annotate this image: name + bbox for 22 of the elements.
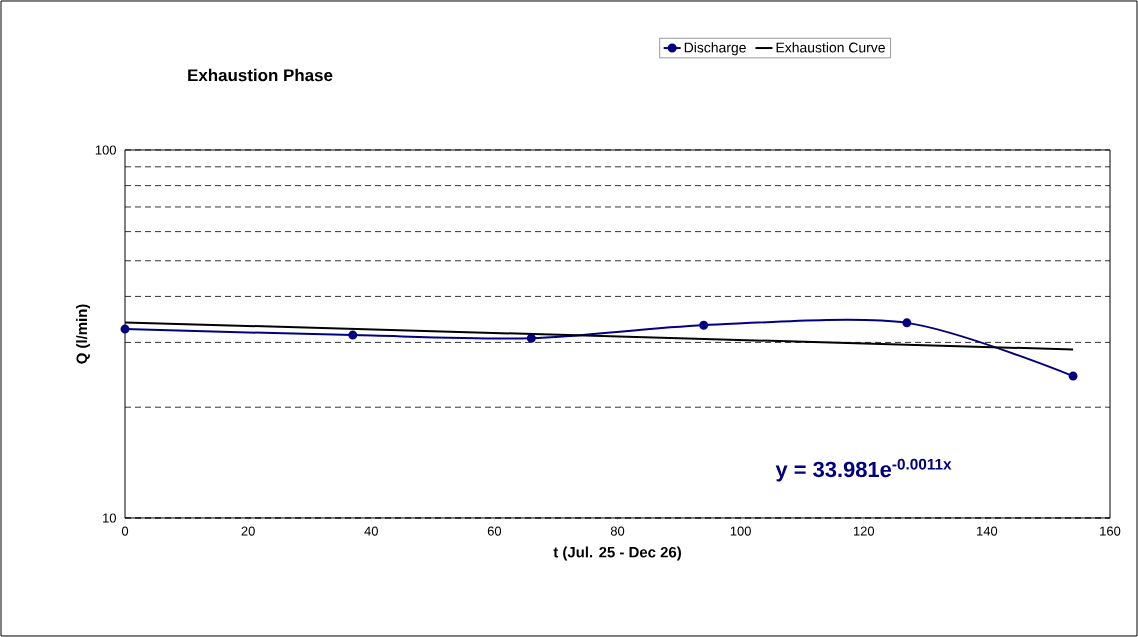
y-axis-title: Q (l/min) (76, 304, 91, 364)
x-tick-label: 0 (121, 526, 129, 536)
point (1068, 371, 1078, 381)
point (902, 318, 912, 328)
point (348, 330, 358, 340)
point (120, 324, 130, 334)
x-tick-label: 40 (364, 526, 378, 536)
x-axis-title: t (Jul. 25 - Dec 26) (553, 546, 681, 561)
x-tick-label: 120 (853, 526, 875, 536)
x-tick-label: 100 (730, 526, 751, 536)
x-tick-label: 160 (1100, 526, 1121, 536)
point (699, 320, 709, 330)
x-tick-label: 80 (610, 526, 625, 536)
legend-label: Exhaustion Curve (776, 42, 885, 53)
x-tick-label: 140 (977, 526, 998, 536)
x-tick-label: 20 (241, 526, 255, 536)
x-tick-label: 60 (487, 526, 502, 536)
annotation: y = 33.981e$^{-0.0011x}$ (775, 458, 952, 482)
y-tick-label: 10 (103, 513, 116, 523)
chart-title: Exhaustion Phase (188, 68, 333, 82)
point (526, 333, 536, 343)
legend-label: Discharge (684, 42, 746, 56)
